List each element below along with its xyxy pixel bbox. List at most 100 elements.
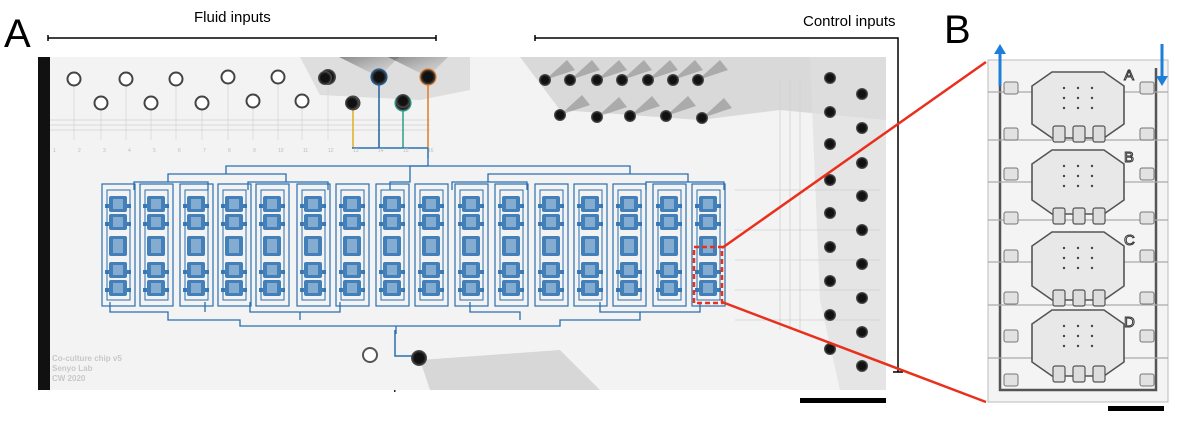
cell-chamber [581,280,599,296]
control-port-shadow [597,60,627,80]
cell-chamber [542,262,560,278]
control-port-hole [824,106,836,118]
cell-chamber [542,280,560,296]
cell-chamber [502,236,520,256]
port-number: 3 [103,148,106,154]
side-valve [1139,127,1155,141]
cell-chamber [383,236,401,256]
cell-chamber [542,196,560,212]
flow-arrow-down [1156,44,1168,86]
side-valve [1139,81,1155,95]
control-port-hole [824,241,836,253]
side-valve [1003,211,1019,225]
output-ports [362,330,427,366]
cell-chamber [462,236,480,256]
chamber-column [534,183,569,307]
control-port-shadow [673,60,703,80]
cell-chamber [263,262,281,278]
side-valve [1139,329,1155,343]
chamber-column [414,183,449,307]
valve [1092,125,1106,143]
cell-chamber [263,214,281,230]
chamber-column [494,183,529,307]
fluid-port-hole [168,71,184,87]
chamber-letter-b: B [1124,149,1134,166]
chamber-b [1031,149,1125,215]
cell-chamber [581,262,599,278]
control-port-hole [856,360,868,372]
side-valve [1003,291,1019,305]
cell-chamber [462,214,480,230]
fluid-port-ring [419,68,437,86]
cell-chamber [660,196,678,212]
cell-chamber [225,196,243,212]
cell-chamber [147,196,165,212]
cell-chamber [225,214,243,230]
fluid-inputs-label: Fluid inputs [194,9,271,26]
control-port-hole [824,309,836,321]
side-valve [1139,291,1155,305]
chamber-column [375,183,410,307]
cell-chamber [502,214,520,230]
port-number: 2 [78,148,81,154]
cell-chamber [699,262,717,278]
chip-text-line1: Co-culture chip v5 [52,354,122,363]
side-valve [1139,167,1155,181]
fluid-port-hole [194,95,210,111]
control-port-hole [856,88,868,100]
cell-chamber [422,262,440,278]
control-port-hole [856,326,868,338]
side-valve [1003,127,1019,141]
chamber-column [296,183,331,307]
fluid-port-hole [371,69,387,85]
scale-bar-b [1108,406,1164,411]
chamber-column [691,183,726,307]
fluid-port-hole [93,95,109,111]
control-port-shadow [545,60,575,80]
valve [1072,289,1086,307]
control-port-hole [824,275,836,287]
control-port-shadow [648,60,678,80]
chamber-column [255,183,290,307]
control-port-hole [856,122,868,134]
chamber-column [454,183,489,307]
cell-chamber [304,280,322,296]
port-number: 8 [228,148,231,154]
fluid-port-hole [294,93,310,109]
valve [1072,365,1086,383]
zoom-line-top [721,60,987,250]
control-inputs-label: Control inputs [803,13,896,30]
valve [1072,125,1086,143]
cell-chamber [699,196,717,212]
channel-path [109,302,701,334]
control-port-hole [642,74,654,86]
chip-watermark: Co-culture chip v5 Senyo Lab CW 2020 [52,354,122,384]
fluid-port-hole [66,71,82,87]
chip-text-line2: Senyo Lab [52,364,93,373]
side-valve [1139,211,1155,225]
port-number: 6 [178,148,181,154]
chip-text-line3: CW 2020 [52,374,86,383]
cell-chamber [581,214,599,230]
port-number: 15 [403,148,409,154]
panel-b-letter: B [944,8,971,52]
cell-chamber [422,196,440,212]
port-number: 13 [353,148,359,154]
side-valve [1003,329,1019,343]
port-number: 10 [278,148,284,154]
port-number: 1 [53,148,56,154]
cell-chamber [383,280,401,296]
chip-left-edge [38,57,50,390]
chamber-column [612,183,647,307]
cell-chamber [542,214,560,230]
control-port-shadow [622,60,652,80]
control-port-hole [824,174,836,186]
port-number: 9 [253,148,256,154]
channel-path [133,158,725,190]
cell-chamber [502,196,520,212]
cell-chamber [462,196,480,212]
valve [1052,207,1066,225]
port-number: 4 [128,148,131,154]
cell-chamber [343,236,361,256]
cell-chamber [699,280,717,296]
